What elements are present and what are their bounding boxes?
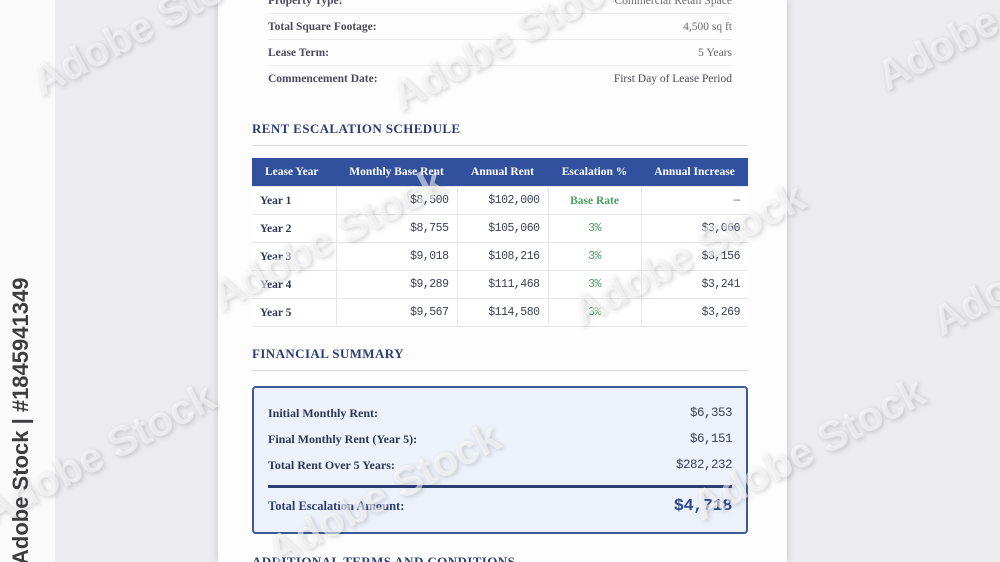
financial-summary-box: Initial Monthly Rent: $6,353 Final Month… xyxy=(252,386,748,534)
table-row: Year 3 $9,018 $108,216 3% $3,156 xyxy=(252,242,748,271)
cell-annual-increase: $3,156 xyxy=(640,242,748,271)
total-escalation-label: Total Escalation Amount: xyxy=(268,499,405,513)
detail-value: First Day of Lease Period xyxy=(613,72,732,85)
summary-total-row: Total Escalation Amount: $4,718 xyxy=(268,488,733,516)
cell-annual-rent: $108,216 xyxy=(456,242,549,271)
table-row: Year 5 $9,567 $114,580 3% $3,269 xyxy=(252,298,748,327)
column-header-monthly-base-rent: Monthly Base Rent xyxy=(336,158,457,187)
cell-monthly-rent: $9,567 xyxy=(335,298,458,327)
detail-label: Lease Term: xyxy=(268,46,330,59)
table-header-row: Lease Year Monthly Base Rent Annual Rent… xyxy=(252,158,748,187)
rent-escalation-table: Lease Year Monthly Base Rent Annual Rent… xyxy=(252,158,748,327)
cell-annual-rent: $105,060 xyxy=(456,214,549,243)
detail-label: Total Square Footage: xyxy=(268,20,377,33)
left-margin-strip xyxy=(0,0,55,562)
detail-label: Commencement Date: xyxy=(268,72,378,85)
summary-label: Final Monthly Rent (Year 5): xyxy=(268,431,418,446)
cell-annual-rent: $102,000 xyxy=(456,186,549,215)
cell-lease-year: Year 2 xyxy=(252,214,337,243)
total-escalation-value: $4,718 xyxy=(673,497,733,516)
detail-value: 5 Years xyxy=(698,46,732,59)
cell-escalation: 3% xyxy=(547,214,642,243)
lease-document-page: Property Type: Commercial Retail Space T… xyxy=(218,0,787,562)
cell-annual-increase: $3,241 xyxy=(640,270,748,299)
summary-value: $282,232 xyxy=(675,458,733,472)
table-row: Year 2 $8,755 $105,060 3% $3,060 xyxy=(252,214,748,243)
summary-label: Total Rent Over 5 Years: xyxy=(268,457,395,472)
cell-lease-year: Year 3 xyxy=(252,242,337,271)
cell-annual-rent: $111,468 xyxy=(456,270,549,299)
summary-value: $6,353 xyxy=(689,406,733,420)
summary-label: Initial Monthly Rent: xyxy=(268,405,379,420)
column-header-annual-rent: Annual Rent xyxy=(457,158,548,187)
schedule-section-heading: RENT ESCALATION SCHEDULE xyxy=(252,121,748,146)
detail-label: Property Type: xyxy=(268,0,343,7)
cell-annual-increase: — xyxy=(640,186,748,215)
table-row: Year 1 $8,500 $102,000 Base Rate — xyxy=(252,186,748,215)
cell-lease-year: Year 5 xyxy=(252,298,337,327)
detail-row-lease-term: Lease Term: 5 Years xyxy=(268,40,732,66)
detail-row-property-type: Property Type: Commercial Retail Space xyxy=(268,0,732,14)
cell-monthly-rent: $9,289 xyxy=(335,270,458,299)
detail-row-commencement-date: Commencement Date: First Day of Lease Pe… xyxy=(268,66,732,91)
cell-escalation: 3% xyxy=(547,270,642,299)
cell-escalation: 3% xyxy=(547,242,642,271)
cell-monthly-rent: $8,755 xyxy=(335,214,458,243)
cell-escalation: 3% xyxy=(547,298,642,327)
cell-monthly-rent: $9,018 xyxy=(335,242,458,271)
summary-section-heading: FINANCIAL SUMMARY xyxy=(252,346,748,371)
detail-row-square-footage: Total Square Footage: 4,500 sq ft xyxy=(268,14,732,40)
column-header-escalation-pct: Escalation % xyxy=(548,158,641,187)
table-row: Year 4 $9,289 $111,468 3% $3,241 xyxy=(252,270,748,299)
adobe-stock-watermark: Adobe Stock xyxy=(923,183,1000,345)
summary-divider xyxy=(268,485,732,488)
summary-row-final-rent: Final Monthly Rent (Year 5): $6,151 xyxy=(268,426,733,452)
cell-annual-increase: $3,269 xyxy=(640,298,748,327)
cell-escalation: Base Rate xyxy=(547,186,642,215)
lease-details-section: Property Type: Commercial Retail Space T… xyxy=(252,0,748,91)
terms-section-heading: ADDITIONAL TERMS AND CONDITIONS xyxy=(252,554,748,562)
cell-annual-rent: $114,580 xyxy=(456,298,549,327)
cell-monthly-rent: $8,500 xyxy=(335,186,458,215)
adobe-stock-watermark: Adobe Stock xyxy=(868,0,1000,100)
detail-value: 4,500 sq ft xyxy=(683,20,732,33)
cell-lease-year: Year 4 xyxy=(252,270,337,299)
column-header-annual-increase: Annual Increase xyxy=(641,158,748,187)
detail-value: Commercial Retail Space xyxy=(614,0,732,7)
cell-lease-year: Year 1 xyxy=(252,186,337,215)
summary-row-total-rent: Total Rent Over 5 Years: $282,232 xyxy=(268,452,733,478)
column-header-lease-year: Lease Year xyxy=(252,158,336,187)
cell-annual-increase: $3,060 xyxy=(640,214,748,243)
summary-value: $6,151 xyxy=(689,432,733,446)
adobe-stock-id-label: Adobe Stock | #1845941349 xyxy=(8,277,33,562)
summary-row-initial-rent: Initial Monthly Rent: $6,353 xyxy=(268,400,733,426)
